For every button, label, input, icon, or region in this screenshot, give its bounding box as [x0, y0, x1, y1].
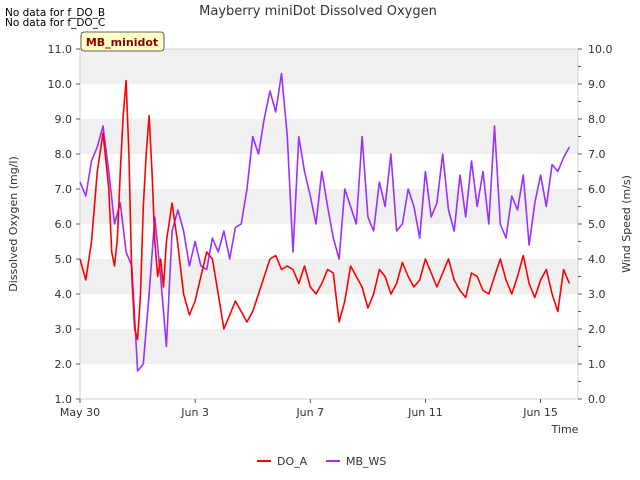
grid-band: [80, 259, 578, 294]
y-left-tick-label: 9.0: [55, 113, 73, 126]
background-bands: [80, 49, 578, 364]
x-axis-ticks: May 30 Jun 3 Jun 7 Jun 11 Jun 15: [60, 399, 558, 419]
x-tick-label: Jun 11: [407, 406, 443, 419]
y-right-tick-label: 3.0: [588, 288, 606, 301]
y-axis-left-label: Dissolved Oxygen (mg/l): [7, 156, 20, 291]
y-right-tick-label: 7.0: [588, 148, 606, 161]
y-left-tick-label: 8.0: [55, 148, 73, 161]
grid-band: [80, 119, 578, 154]
y-right-tick-label: 1.0: [588, 358, 606, 371]
y-left-tick-label: 11.0: [48, 43, 73, 56]
y-right-tick-label: 9.0: [588, 78, 606, 91]
site-label: MB_minidot: [86, 36, 158, 49]
y-left-tick-label: 5.0: [55, 253, 73, 266]
y-left-tick-label: 7.0: [55, 183, 73, 196]
y-right-tick-label: 6.0: [588, 183, 606, 196]
no-data-note-do-b: No data for f_DO_B: [5, 7, 106, 19]
chart-title: Mayberry miniDot Dissolved Oxygen: [199, 4, 437, 19]
y-right-tick-label: 5.0: [588, 218, 606, 231]
y-right-tick-label: 8.0: [588, 113, 606, 126]
x-tick-label: May 30: [60, 406, 100, 419]
x-tick-label: Jun 7: [295, 406, 324, 419]
y-left-tick-label: 3.0: [55, 323, 73, 336]
series-layer: [79, 72, 571, 372]
y-axis-right-label: Wind Speed (m/s): [620, 175, 633, 273]
y-left-tick-label: 2.0: [55, 358, 73, 371]
y-right-tick-label: 2.0: [588, 323, 606, 336]
y-right-tick-label: 10.0: [588, 43, 613, 56]
x-tick-label: Jun 3: [180, 406, 209, 419]
legend-label-mb-ws: MB_WS: [346, 455, 386, 468]
y-left-tick-label: 6.0: [55, 218, 73, 231]
no-data-note-do-c: No data for f_DO_C: [5, 17, 106, 29]
grid-band: [80, 49, 578, 84]
grid-band: [80, 329, 578, 364]
y-left-tick-label: 1.0: [55, 393, 73, 406]
y-right-tick-label: 4.0: [588, 253, 606, 266]
y-left-tick-label: 10.0: [48, 78, 73, 91]
legend: DO_A MB_WS: [257, 455, 386, 468]
y-left-tick-label: 4.0: [55, 288, 73, 301]
series-line-do-a: [79, 79, 571, 341]
right-axis-ticks: 0.0 1.0 2.0 3.0 4.0 5.0 6.0 7.0 8.0 9.0 10.0: [578, 43, 613, 406]
y-right-tick-label: 0.0: [588, 393, 606, 406]
series-line-mb-ws: [79, 72, 571, 372]
x-tick-label: Jun 15: [522, 406, 558, 419]
left-axis-ticks: 1.0 2.0 3.0 4.0 5.0 6.0 7.0 8.0 9.0 10.0 11.0: [48, 43, 80, 406]
x-axis-label: Time: [551, 423, 579, 436]
site-label-box: MB_minidot: [80, 31, 165, 52]
legend-label-do-a: DO_A: [277, 455, 308, 468]
